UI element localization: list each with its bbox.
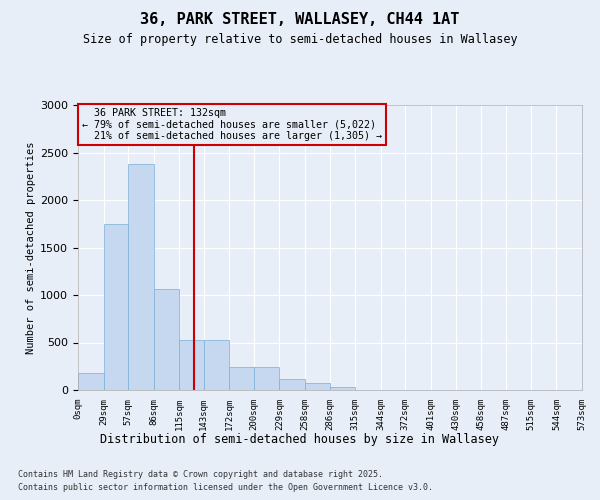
Bar [154,290,179,390]
Bar [280,379,305,390]
Y-axis label: Number of semi-detached properties: Number of semi-detached properties [26,141,36,354]
Text: 36 PARK STREET: 132sqm
← 79% of semi-detached houses are smaller (5,022)
  21% o: 36 PARK STREET: 132sqm ← 79% of semi-det… [82,108,382,141]
Text: Contains HM Land Registry data © Crown copyright and database right 2025.: Contains HM Land Registry data © Crown c… [18,470,383,479]
Bar [128,164,154,390]
Text: 36, PARK STREET, WALLASEY, CH44 1AT: 36, PARK STREET, WALLASEY, CH44 1AT [140,12,460,28]
Text: Size of property relative to semi-detached houses in Wallasey: Size of property relative to semi-detach… [83,32,517,46]
Bar [179,340,204,390]
Text: Contains public sector information licensed under the Open Government Licence v3: Contains public sector information licen… [18,482,433,492]
Bar [305,383,329,390]
Bar [78,374,104,390]
Bar [254,366,280,390]
Bar [229,366,254,390]
Bar [204,340,229,390]
Bar [104,224,128,390]
Text: Distribution of semi-detached houses by size in Wallasey: Distribution of semi-detached houses by … [101,432,499,446]
Bar [329,387,355,390]
